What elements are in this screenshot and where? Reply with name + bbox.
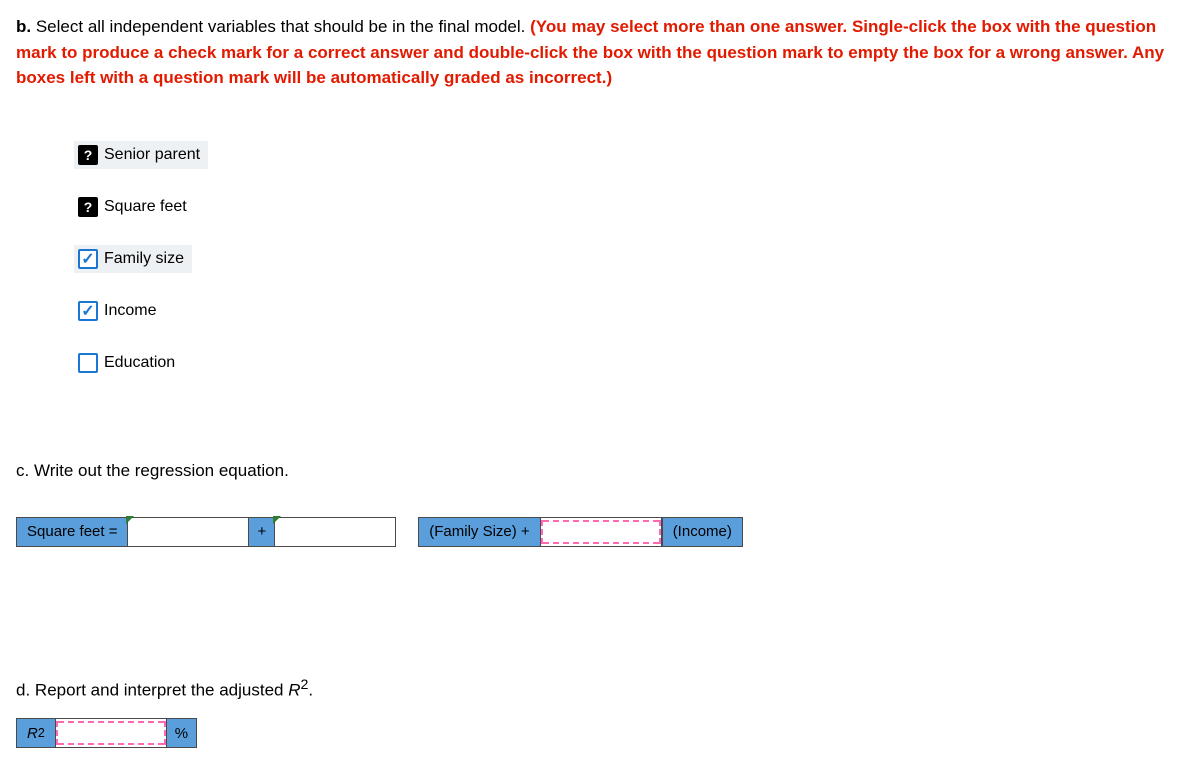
equation-lhs-label: Square feet = [16,517,128,547]
equation-row: Square feet = + (Family Size) + (Income) [16,517,1184,547]
question-d-period: . [308,680,313,699]
coef2-field[interactable] [541,520,661,544]
checkbox-list: ? Senior parent ? Square feet ✓ Family s… [74,141,1184,401]
question-mark-icon[interactable]: ? [78,197,98,217]
equation-plus: + [249,517,275,547]
r2-input-row: R2 % [16,718,1184,748]
question-c-body: Write out the regression equation. [34,461,289,480]
checkbox-row-income[interactable]: ✓ Income [74,297,164,325]
checkbox-row-family-size[interactable]: ✓ Family size [74,245,192,273]
triangle-marker-icon [126,516,134,524]
checkmark-icon[interactable]: ✓ [78,301,98,321]
checkbox-label: Income [104,302,156,320]
question-b-black: Select all independent variables that sh… [36,17,530,36]
triangle-marker-icon [273,516,281,524]
checkbox-row-square-feet[interactable]: ? Square feet [74,193,195,221]
question-d-prefix: d. [16,680,30,699]
checkmark-icon[interactable]: ✓ [78,249,98,269]
equation-term2-label: (Income) [662,517,743,547]
checkbox-label: Senior parent [104,146,200,164]
equation-input-coef1[interactable] [275,517,396,547]
percent-label: % [167,718,197,748]
intercept-field[interactable] [128,518,248,546]
r2-label: R2 [16,718,56,748]
question-mark-icon[interactable]: ? [78,145,98,165]
checkbox-row-senior-parent[interactable]: ? Senior parent [74,141,208,169]
coef1-field[interactable] [275,518,395,546]
empty-checkbox-icon[interactable] [78,353,98,373]
question-b-text: b. Select all independent variables that… [16,14,1184,91]
equation-term1-label: (Family Size) + [418,517,540,547]
equation-input-coef2[interactable] [541,517,662,547]
question-d-text: d. Report and interpret the adjusted R2. [16,677,1184,701]
checkbox-row-education[interactable]: Education [74,349,183,377]
r-symbol: R [288,680,300,699]
checkbox-label: Education [104,354,175,372]
question-c-text: c. Write out the regression equation. [16,461,1184,481]
question-d-before: Report and interpret the adjusted [35,680,288,699]
checkbox-label: Square feet [104,198,187,216]
checkbox-label: Family size [104,250,184,268]
question-c-prefix: c. [16,461,29,480]
equation-input-intercept[interactable] [128,517,249,547]
r2-input[interactable] [56,718,167,748]
question-b-prefix: b. [16,17,31,36]
